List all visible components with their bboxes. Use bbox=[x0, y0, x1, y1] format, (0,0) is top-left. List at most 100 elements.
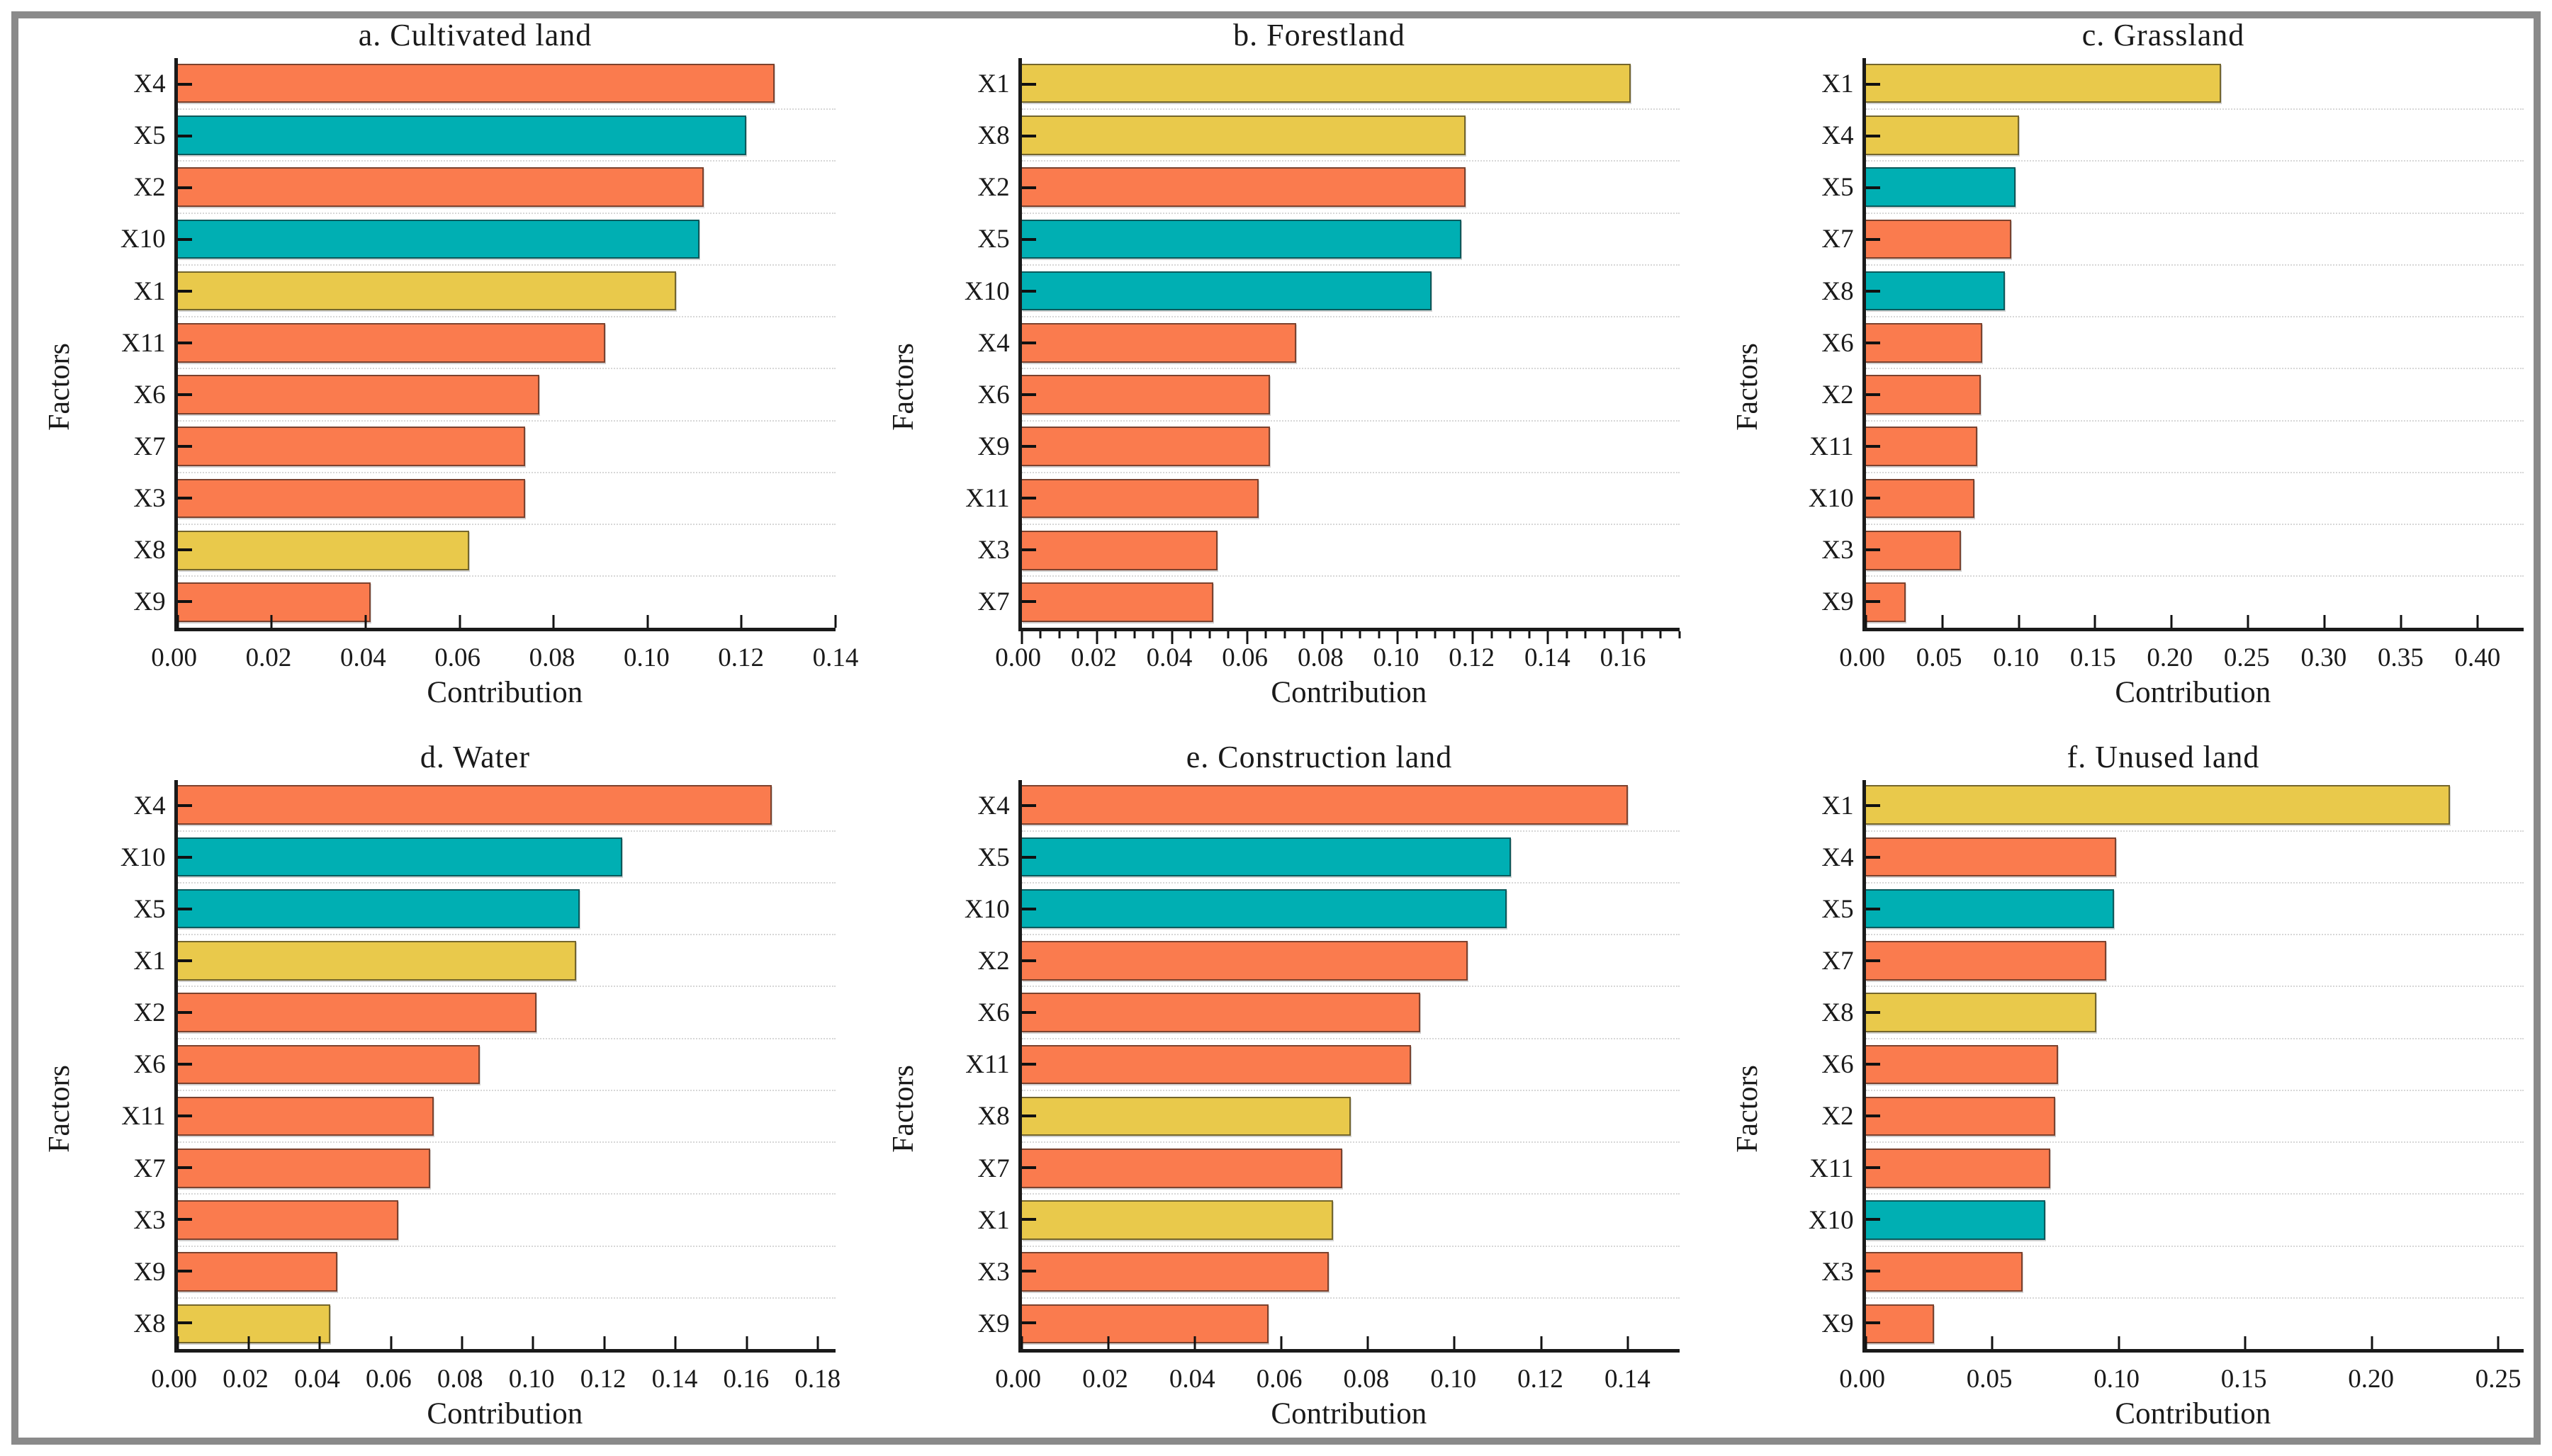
x-tick-label: 0.02 bbox=[1070, 643, 1117, 672]
y-tick bbox=[177, 496, 192, 500]
category-label: X6 bbox=[977, 380, 1010, 410]
y-tick bbox=[1865, 1166, 1880, 1170]
category-label: X10 bbox=[1808, 1205, 1854, 1235]
x-tick bbox=[1366, 1336, 1369, 1349]
y-tick bbox=[1021, 599, 1036, 603]
plot-stack: 0.00 0.02 0.04 0.06 0.08 0.10 0.12 0.14 0.16 0.18… bbox=[151, 779, 841, 1438]
bar-row bbox=[177, 1141, 836, 1193]
bar-X10 bbox=[177, 219, 699, 259]
bar-rows bbox=[1865, 780, 2524, 1350]
x-tick-label: 0.08 bbox=[529, 643, 575, 672]
x-tick bbox=[1621, 631, 1624, 644]
x-tick bbox=[740, 614, 743, 628]
x-tick-label: 0.25 bbox=[2475, 1365, 2522, 1394]
bar-row bbox=[177, 1245, 836, 1297]
y-axis-label: Factors bbox=[887, 343, 920, 431]
y-axis-label-box: Factors bbox=[860, 58, 948, 716]
plot-area bbox=[174, 779, 836, 1353]
bar-X4 bbox=[1865, 115, 2019, 155]
x-tick bbox=[176, 1336, 179, 1349]
category-label: X7 bbox=[1821, 225, 1854, 254]
y-tick bbox=[1021, 393, 1036, 396]
bar-X6 bbox=[1865, 323, 1982, 363]
category-label: X6 bbox=[133, 380, 166, 410]
chart-body: Factors X4 X10 X5 X1 X2 X6 X11 X7 X3 X9 X8 0.00 0.0… bbox=[16, 779, 841, 1438]
category-label: X3 bbox=[977, 1257, 1010, 1287]
bar-row bbox=[1865, 419, 2524, 472]
y-axis-label-box: Factors bbox=[16, 58, 103, 716]
bar-row bbox=[1021, 264, 1680, 316]
y-tick bbox=[1021, 496, 1036, 500]
x-tick-label: 0.10 bbox=[2093, 1365, 2140, 1394]
x-tick-label: 0.05 bbox=[1916, 643, 1962, 672]
category-label: X11 bbox=[121, 328, 166, 358]
x-tick-label: 0.04 bbox=[339, 643, 386, 672]
x-tick bbox=[1021, 631, 1023, 644]
bar-X5 bbox=[177, 888, 580, 929]
y-tick bbox=[1021, 1321, 1036, 1325]
x-tick-label: 0.10 bbox=[508, 1365, 555, 1394]
panel-grassland: c. Grassland Factors X1 X4 X5 X7 X8 X6 X2 X11 X1… bbox=[1704, 13, 2524, 716]
bar-X7 bbox=[177, 1148, 430, 1188]
plot-area bbox=[1862, 779, 2524, 1353]
x-tick bbox=[2247, 614, 2249, 628]
x-tick-label: 0.06 bbox=[434, 643, 481, 672]
bar-X4 bbox=[1021, 785, 1628, 825]
y-tick bbox=[1865, 341, 1880, 344]
bar-row bbox=[177, 368, 836, 419]
x-tick-label: 0.02 bbox=[223, 1365, 269, 1394]
bar-row bbox=[1021, 1089, 1680, 1141]
bar-X5 bbox=[1021, 219, 1462, 259]
bar-row bbox=[177, 471, 836, 524]
panel-title: f. Unused land bbox=[2067, 739, 2260, 774]
x-minor-tick bbox=[1133, 631, 1136, 638]
x-tick-label: 0.14 bbox=[812, 643, 859, 672]
y-tick bbox=[1865, 186, 1880, 189]
bar-row bbox=[177, 316, 836, 368]
y-tick bbox=[1865, 1270, 1880, 1273]
bar-X8 bbox=[1021, 1096, 1351, 1136]
x-tick-label: 0.12 bbox=[1449, 643, 1495, 672]
y-tick bbox=[177, 82, 192, 86]
category-label: X2 bbox=[977, 946, 1010, 976]
category-label: X4 bbox=[133, 69, 166, 99]
y-tick bbox=[1021, 1011, 1036, 1015]
bar-row bbox=[1865, 160, 2524, 212]
x-minor-tick bbox=[1283, 631, 1286, 638]
category-label: X10 bbox=[120, 225, 166, 254]
x-tick bbox=[2093, 614, 2096, 628]
bar-row bbox=[1865, 1193, 2524, 1245]
category-label: X1 bbox=[977, 69, 1010, 99]
bar-row bbox=[1021, 471, 1680, 524]
category-label: X1 bbox=[133, 276, 166, 306]
panel-unused-land: f. Unused land Factors X1 X4 X5 X7 X8 X6 X2 X11… bbox=[1704, 735, 2524, 1438]
chart-body: Factors X1 X8 X2 X5 X10 X4 X6 X9 X11 X3 X7 0.00 0.0… bbox=[860, 58, 1681, 716]
category-label: X5 bbox=[133, 894, 166, 924]
bar-X10 bbox=[1021, 888, 1507, 929]
x-tick-label: 0.04 bbox=[294, 1365, 340, 1394]
y-tick bbox=[1021, 959, 1036, 963]
bar-row bbox=[1865, 1089, 2524, 1141]
x-tick-label: 0.15 bbox=[2220, 1365, 2267, 1394]
category-label: X2 bbox=[1821, 380, 1854, 410]
x-tick bbox=[1540, 1336, 1543, 1349]
x-tick-label: 0.12 bbox=[580, 1365, 626, 1394]
category-label: X7 bbox=[1821, 946, 1854, 976]
x-tick-label: 0.20 bbox=[2147, 643, 2193, 672]
category-label: X9 bbox=[977, 1309, 1010, 1338]
chart-body: Factors X1 X4 X5 X7 X8 X6 X2 X11 X10 X3 X9 0.00 0.0… bbox=[1704, 779, 2524, 1438]
x-axis-tick-labels: 0.00 0.05 0.10 0.15 0.20 0.25 bbox=[1839, 1353, 2524, 1394]
category-label: X5 bbox=[1821, 894, 1854, 924]
bar-X1 bbox=[1021, 63, 1631, 103]
x-tick bbox=[674, 1336, 677, 1349]
bar-rows bbox=[177, 780, 836, 1350]
y-axis-label-box: Factors bbox=[16, 780, 103, 1438]
y-tick bbox=[177, 548, 192, 551]
y-tick bbox=[1021, 186, 1036, 189]
category-label: X4 bbox=[1821, 121, 1854, 151]
panel-cultivated-land: a. Cultivated land Factors X4 X5 X2 X10 X1 X1… bbox=[16, 13, 859, 716]
x-tick-label: 0.10 bbox=[1430, 1365, 1477, 1394]
y-tick bbox=[1865, 1063, 1880, 1066]
plot-stack: 0.00 0.05 0.10 0.15 0.20 0.25 0.30 0.35 0.40 Con… bbox=[1839, 58, 2524, 716]
x-axis-tick-labels: 0.00 0.05 0.10 0.15 0.20 0.25 0.30 0.35 0.40 bbox=[1839, 631, 2524, 672]
